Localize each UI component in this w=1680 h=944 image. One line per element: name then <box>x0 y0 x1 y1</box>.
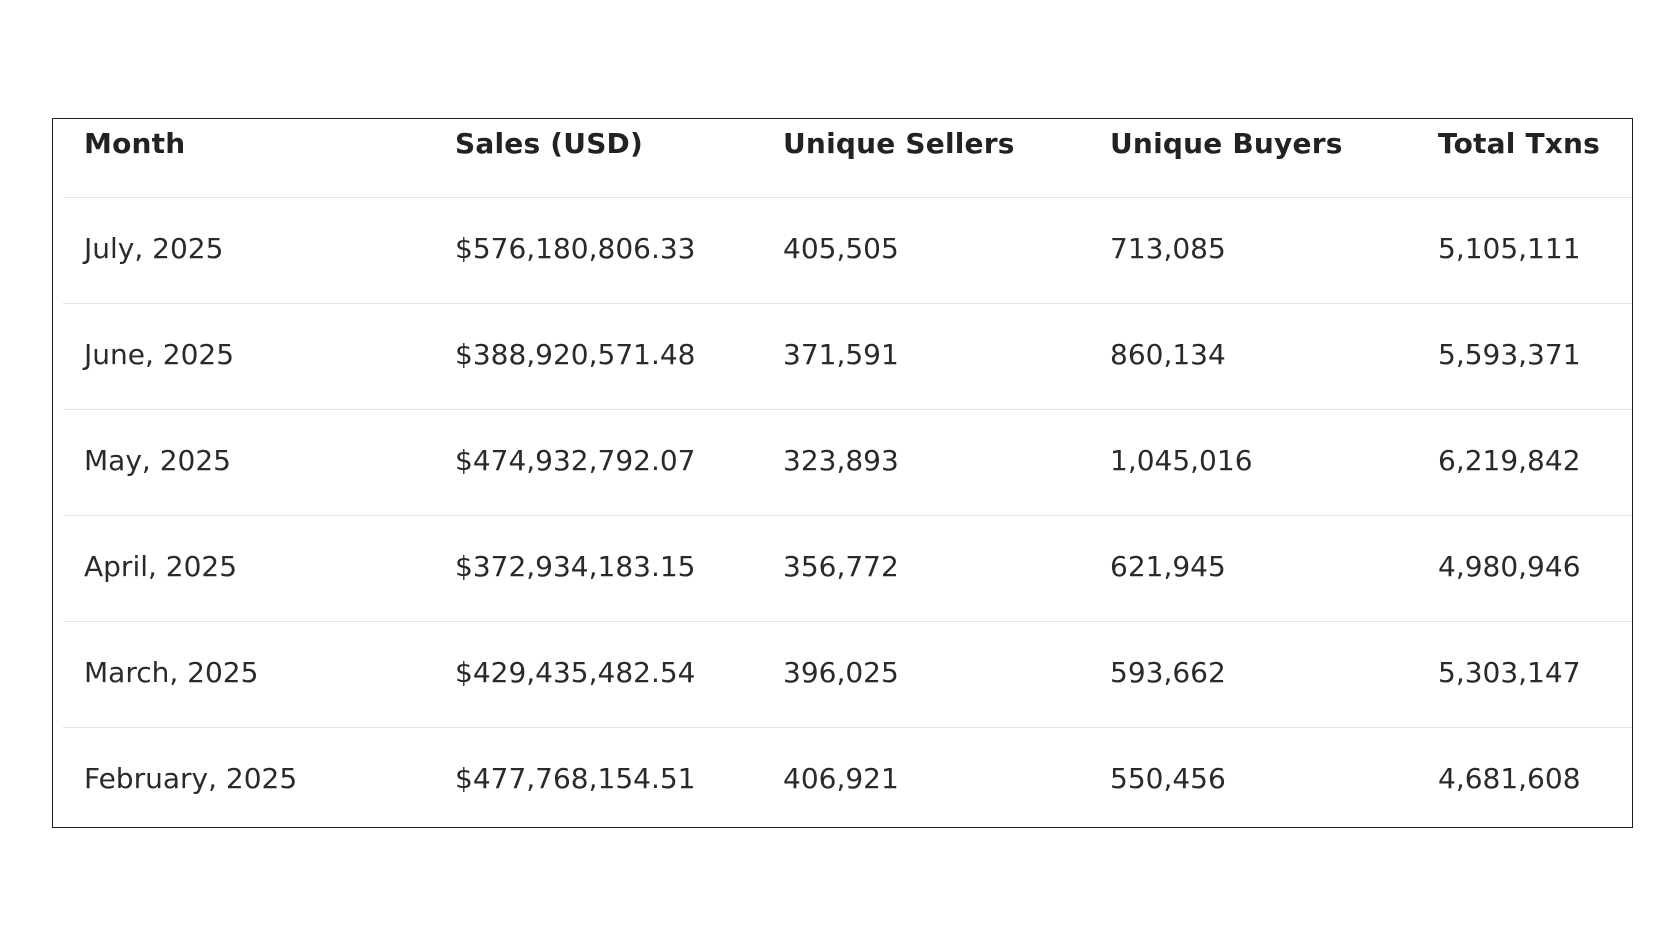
cell-unique-sellers: 405,505 <box>783 232 899 265</box>
cell-unique-buyers: 1,045,016 <box>1110 444 1253 477</box>
header-sales-usd: Sales (USD) <box>455 127 644 160</box>
cell-sales-usd: $388,920,571.48 <box>455 338 696 371</box>
cell-unique-sellers: 356,772 <box>783 550 899 583</box>
sales-table-body: Month Sales (USD) Unique Sellers Unique … <box>63 119 1632 833</box>
sales-table: Month Sales (USD) Unique Sellers Unique … <box>52 118 1633 828</box>
cell-total-txns: 4,980,946 <box>1438 550 1581 583</box>
cell-total-txns: 5,303,147 <box>1438 656 1581 689</box>
cell-sales-usd: $474,932,792.07 <box>455 444 696 477</box>
cell-sales-usd: $477,768,154.51 <box>455 762 696 795</box>
cell-unique-sellers: 396,025 <box>783 656 899 689</box>
cell-unique-sellers: 323,893 <box>783 444 899 477</box>
header-month: Month <box>84 127 186 160</box>
cell-sales-usd: $429,435,482.54 <box>455 656 696 689</box>
cell-month: June, 2025 <box>84 338 235 371</box>
table-row: June, 2025 $388,920,571.48 371,591 860,1… <box>63 304 1632 410</box>
cell-month: March, 2025 <box>84 656 259 689</box>
cell-unique-sellers: 406,921 <box>783 762 899 795</box>
header-unique-sellers: Unique Sellers <box>783 127 1015 160</box>
cell-month: May, 2025 <box>84 444 231 477</box>
table-row: March, 2025 $429,435,482.54 396,025 593,… <box>63 622 1632 728</box>
cell-unique-buyers: 621,945 <box>1110 550 1226 583</box>
table-row: April, 2025 $372,934,183.15 356,772 621,… <box>63 516 1632 622</box>
table-row: July, 2025 $576,180,806.33 405,505 713,0… <box>63 198 1632 304</box>
table-row: May, 2025 $474,932,792.07 323,893 1,045,… <box>63 410 1632 516</box>
cell-sales-usd: $372,934,183.15 <box>455 550 696 583</box>
cell-sales-usd: $576,180,806.33 <box>455 232 696 265</box>
cell-total-txns: 5,105,111 <box>1438 232 1581 265</box>
header-unique-buyers: Unique Buyers <box>1110 127 1343 160</box>
header-total-txns: Total Txns <box>1438 127 1601 160</box>
cell-unique-buyers: 593,662 <box>1110 656 1226 689</box>
cell-unique-buyers: 860,134 <box>1110 338 1226 371</box>
cell-month: April, 2025 <box>84 550 238 583</box>
cell-unique-sellers: 371,591 <box>783 338 899 371</box>
cell-unique-buyers: 713,085 <box>1110 232 1226 265</box>
cell-total-txns: 4,681,608 <box>1438 762 1581 795</box>
table-row: February, 2025 $477,768,154.51 406,921 5… <box>63 728 1632 833</box>
cell-total-txns: 5,593,371 <box>1438 338 1581 371</box>
cell-total-txns: 6,219,842 <box>1438 444 1581 477</box>
table-header-row: Month Sales (USD) Unique Sellers Unique … <box>63 119 1632 198</box>
cell-month: February, 2025 <box>84 762 298 795</box>
cell-unique-buyers: 550,456 <box>1110 762 1226 795</box>
cell-month: July, 2025 <box>84 232 224 265</box>
